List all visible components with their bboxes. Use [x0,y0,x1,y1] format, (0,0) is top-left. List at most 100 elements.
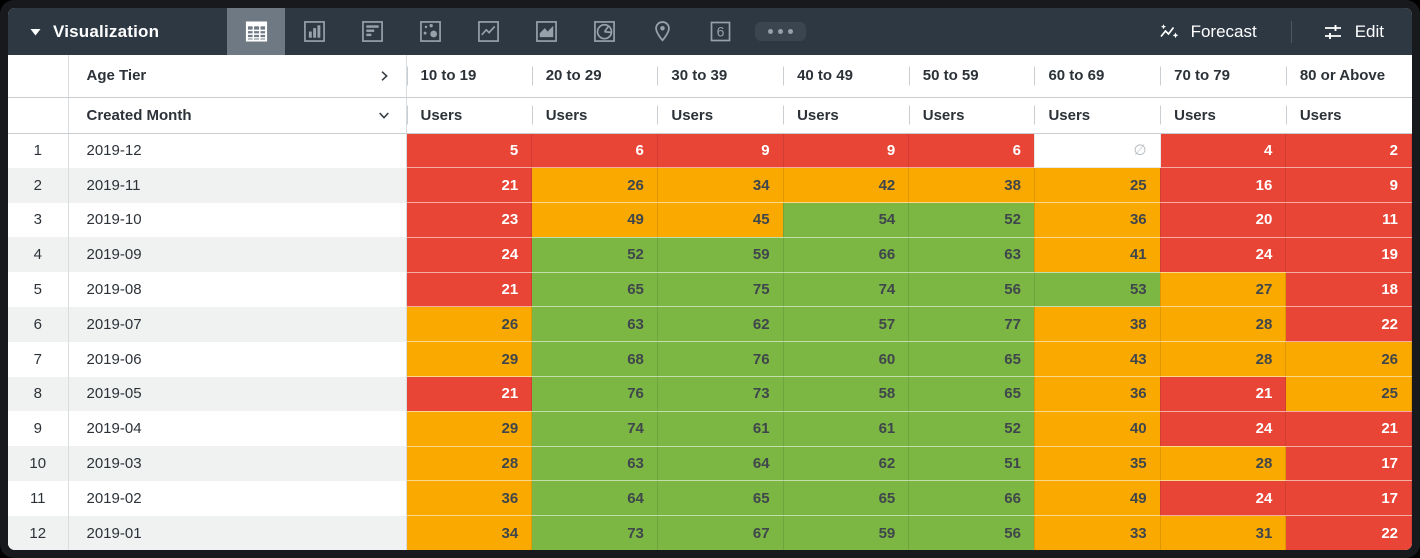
pivot-field-header[interactable]: Age Tier [68,55,407,98]
value-cell[interactable]: 23 [406,202,533,238]
month-cell[interactable]: 2019-01 [68,515,407,550]
value-cell[interactable]: 21 [1160,376,1287,412]
month-cell[interactable]: 2019-07 [68,306,407,342]
value-cell[interactable]: 66 [908,480,1035,517]
measure-column-header[interactable]: Users [531,97,658,134]
viz-type-area-chart-button[interactable] [517,8,575,55]
value-cell[interactable]: 29 [406,341,533,378]
value-cell[interactable]: 26 [406,306,533,343]
value-cell[interactable]: 64 [657,446,784,482]
pivot-column-header[interactable]: 20 to 29 [531,55,658,98]
month-cell[interactable]: 2019-05 [68,376,407,412]
viz-type-more-button[interactable] [749,8,807,55]
value-cell[interactable]: 6 [531,133,658,169]
value-cell[interactable]: 26 [531,167,658,204]
value-cell[interactable]: 28 [1160,446,1287,482]
chevron-right-icon[interactable] [376,68,392,84]
measure-column-header[interactable]: Users [783,97,909,134]
value-cell[interactable]: 24 [1160,411,1287,447]
value-cell[interactable]: 65 [908,341,1035,378]
value-cell[interactable]: 59 [657,237,784,273]
value-cell[interactable]: 73 [657,376,784,412]
value-cell[interactable]: 65 [908,376,1035,412]
visualization-section-toggle[interactable]: Visualization [8,8,227,55]
value-cell[interactable]: 27 [1160,272,1287,308]
month-cell[interactable]: 2019-04 [68,411,407,447]
value-cell[interactable]: 65 [783,480,910,517]
value-cell[interactable]: 29 [406,411,533,447]
viz-type-map-button[interactable] [633,8,691,55]
value-cell[interactable]: 9 [657,133,784,169]
month-cell[interactable]: 2019-02 [68,480,407,516]
value-cell[interactable]: 9 [783,133,910,169]
measure-column-header[interactable]: Users [657,97,784,134]
viz-type-scatter-chart-button[interactable] [401,8,459,55]
value-cell[interactable]: 28 [1160,341,1287,378]
value-cell[interactable]: 25 [1285,376,1412,412]
measure-column-header[interactable]: Users [1160,97,1286,134]
pivot-column-header[interactable]: 30 to 39 [657,55,784,98]
value-cell[interactable]: 60 [783,341,910,378]
viz-type-table-button[interactable] [227,8,285,55]
pivot-column-header[interactable]: 70 to 79 [1160,55,1286,98]
value-cell[interactable]: 65 [531,272,658,308]
value-cell[interactable]: 20 [1160,202,1287,238]
value-cell[interactable]: 68 [531,341,658,378]
value-cell[interactable]: 76 [657,341,784,378]
value-cell[interactable]: 51 [908,446,1035,482]
value-cell[interactable]: 18 [1285,272,1412,308]
value-cell[interactable]: 24 [406,237,533,273]
value-cell[interactable]: 21 [406,272,533,308]
value-cell[interactable]: 31 [1160,515,1287,550]
month-cell[interactable]: 2019-08 [68,272,407,307]
value-cell[interactable]: 45 [657,202,784,238]
value-cell[interactable]: 24 [1160,480,1287,517]
value-cell[interactable]: 40 [1034,411,1161,447]
value-cell[interactable]: 58 [783,376,910,412]
value-cell[interactable]: 52 [531,237,658,273]
value-cell[interactable]: 74 [531,411,658,447]
month-cell[interactable]: 2019-12 [68,133,407,168]
value-cell[interactable]: 74 [783,272,910,308]
row-field-header[interactable]: Created Month [68,97,407,134]
value-cell[interactable]: 63 [908,237,1035,273]
value-cell[interactable]: 34 [657,167,784,204]
value-cell[interactable]: 63 [531,306,658,343]
measure-column-header[interactable]: Users [908,97,1035,134]
measure-column-header[interactable]: Users [1034,97,1161,134]
value-cell[interactable]: 21 [406,376,533,412]
value-cell[interactable]: 36 [406,480,533,517]
value-cell[interactable]: 73 [531,515,658,550]
value-cell[interactable]: 17 [1285,480,1412,517]
viz-type-line-chart-button[interactable] [459,8,517,55]
value-cell[interactable]: 9 [1285,167,1412,204]
value-cell[interactable]: 5 [406,133,533,169]
value-cell[interactable]: 28 [1160,306,1287,343]
value-cell[interactable]: 49 [1034,480,1161,517]
value-cell[interactable]: 53 [1034,272,1161,308]
value-cell[interactable]: 16 [1160,167,1287,204]
value-cell[interactable]: 33 [1034,515,1161,550]
viz-type-pie-chart-button[interactable] [575,8,633,55]
value-cell[interactable]: ∅ [1034,133,1161,169]
value-cell[interactable]: 62 [783,446,910,482]
value-cell[interactable]: 61 [783,411,910,447]
pivot-column-header[interactable]: 80 or Above [1285,55,1412,98]
value-cell[interactable]: 28 [406,446,533,482]
pivot-column-header[interactable]: 10 to 19 [406,55,532,98]
value-cell[interactable]: 24 [1160,237,1287,273]
value-cell[interactable]: 42 [783,167,910,204]
value-cell[interactable]: 62 [657,306,784,343]
value-cell[interactable]: 22 [1285,306,1412,343]
value-cell[interactable]: 21 [1285,411,1412,447]
value-cell[interactable]: 41 [1034,237,1161,273]
value-cell[interactable]: 43 [1034,341,1161,378]
value-cell[interactable]: 22 [1285,515,1412,550]
value-cell[interactable]: 75 [657,272,784,308]
value-cell[interactable]: 59 [783,515,910,550]
value-cell[interactable]: 64 [531,480,658,517]
month-cell[interactable]: 2019-06 [68,341,407,377]
chevron-down-icon[interactable] [376,107,392,123]
value-cell[interactable]: 66 [783,237,910,273]
measure-column-header[interactable]: Users [1285,97,1412,134]
